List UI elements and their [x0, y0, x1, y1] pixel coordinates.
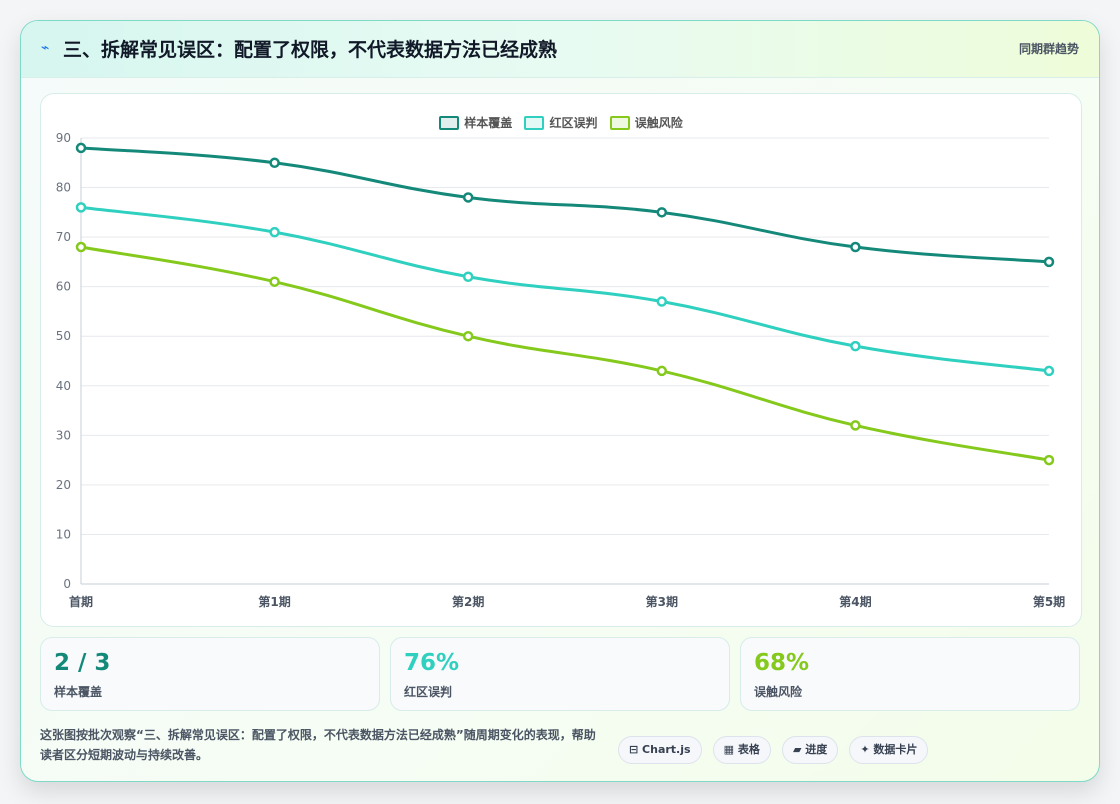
- lightning-icon: ⌁: [41, 40, 50, 56]
- y-tick-label-1: 10: [56, 527, 71, 541]
- y-tick-label-6: 60: [56, 280, 71, 294]
- series-line-1: [79, 205, 1051, 373]
- stat-label-2: 误触风险: [754, 685, 803, 699]
- data-point-0-4: [850, 241, 861, 253]
- stat-value-2: 68%: [754, 650, 810, 676]
- legend-swatch-1: [524, 116, 545, 130]
- tag-chartjs[interactable]: ⊟ Chart.js: [618, 736, 702, 764]
- page-title: 三、拆解常见误区：配置了权限，不代表数据方法已经成熟: [63, 39, 558, 61]
- card: ⌁ 三、拆解常见误区：配置了权限，不代表数据方法已经成熟 同期群趋势 样本覆盖 …: [20, 20, 1100, 782]
- line-chart: 0 10 20 30 40 50 60 70 80 90 首期 第1期 第2期 第3期 第4期 第5期: [56, 131, 1065, 609]
- data-point-2-4: [850, 420, 861, 431]
- tag-table[interactable]: ▦ 表格: [712, 736, 771, 764]
- y-tick-label-0: 0: [63, 577, 71, 591]
- x-tick-label-4: 第4期: [839, 594, 871, 609]
- legend: 样本覆盖 红区误判 误触风险: [41, 114, 1081, 131]
- x-tick-label-3: 第3期: [646, 594, 678, 609]
- data-point-1-1: [269, 226, 280, 238]
- data-point-2-3: [656, 365, 668, 377]
- tag-progress[interactable]: ▰ 进度: [781, 736, 839, 764]
- legend-swatch-0: [439, 116, 460, 130]
- x-tick-label-1: 第1期: [258, 594, 290, 609]
- x-tick-label-2: 第2期: [452, 594, 484, 609]
- data-point-1-3: [656, 296, 668, 307]
- trend-label: 同期群趋势: [1018, 42, 1079, 56]
- series-line-0: [79, 146, 1051, 264]
- y-tick-label-7: 70: [56, 230, 71, 244]
- stat-label-1: 红区误判: [404, 685, 453, 699]
- y-tick-label-2: 20: [56, 478, 71, 492]
- tag-data-card[interactable]: ✦ 数据卡片: [849, 736, 929, 764]
- data-point-1-5: [1043, 365, 1055, 377]
- legend-item-2[interactable]: 误触风险: [609, 114, 683, 131]
- x-tick-label-0: 首期: [69, 594, 93, 609]
- y-tick-label-4: 40: [56, 379, 71, 393]
- data-point-1-2: [462, 271, 474, 283]
- y-tick-label-3: 30: [56, 428, 71, 442]
- series-line-2: [79, 245, 1051, 462]
- data-point-2-1: [269, 276, 280, 287]
- stat-card-1: 76% 红区误判: [390, 637, 730, 711]
- data-point-0-2: [462, 192, 474, 203]
- data-point-1-0: [75, 202, 87, 213]
- stat-label-0: 样本覆盖: [54, 685, 103, 699]
- data-point-0-0: [75, 142, 87, 154]
- x-tick-label-5: 第5期: [1033, 594, 1065, 609]
- stat-value-0: 2 / 3: [54, 650, 111, 676]
- data-point-1-4: [850, 340, 861, 352]
- legend-label-0: 样本覆盖: [464, 116, 513, 130]
- legend-item-0[interactable]: 样本覆盖: [439, 114, 512, 131]
- header: ⌁ 三、拆解常见误区：配置了权限，不代表数据方法已经成熟 同期群趋势: [21, 21, 1099, 78]
- legend-swatch-2: [609, 116, 630, 130]
- legend-label-1: 红区误判: [549, 116, 598, 130]
- stat-card-2: 68% 误触风险: [740, 637, 1080, 711]
- data-point-0-3: [656, 207, 668, 218]
- y-tick-label-8: 80: [56, 181, 71, 195]
- data-point-2-2: [462, 330, 474, 342]
- tag-list: ⊟ Chart.js ▦ 表格 ▰ 进度 ✦ 数据卡片: [618, 736, 934, 764]
- stat-value-1: 76%: [404, 650, 460, 676]
- y-tick-label-9: 90: [56, 131, 71, 145]
- data-point-0-1: [269, 157, 280, 169]
- legend-item-1[interactable]: 红区误判: [524, 114, 598, 131]
- data-point-2-0: [75, 241, 87, 253]
- chart-panel: 样本覆盖 红区误判 误触风险 0 10 20 30 40 50 60 70 80 90 首期 第1期 第…: [40, 93, 1082, 627]
- y-tick-label-5: 50: [56, 329, 71, 343]
- legend-label-2: 误触风险: [634, 116, 683, 130]
- stat-card-0: 2 / 3 样本覆盖: [40, 637, 380, 711]
- footer-description: 这张图按批次观察“三、拆解常见误区：配置了权限，不代表数据方法已经成熟”随周期变…: [40, 728, 596, 762]
- data-point-0-5: [1043, 256, 1055, 268]
- data-point-2-5: [1043, 454, 1055, 466]
